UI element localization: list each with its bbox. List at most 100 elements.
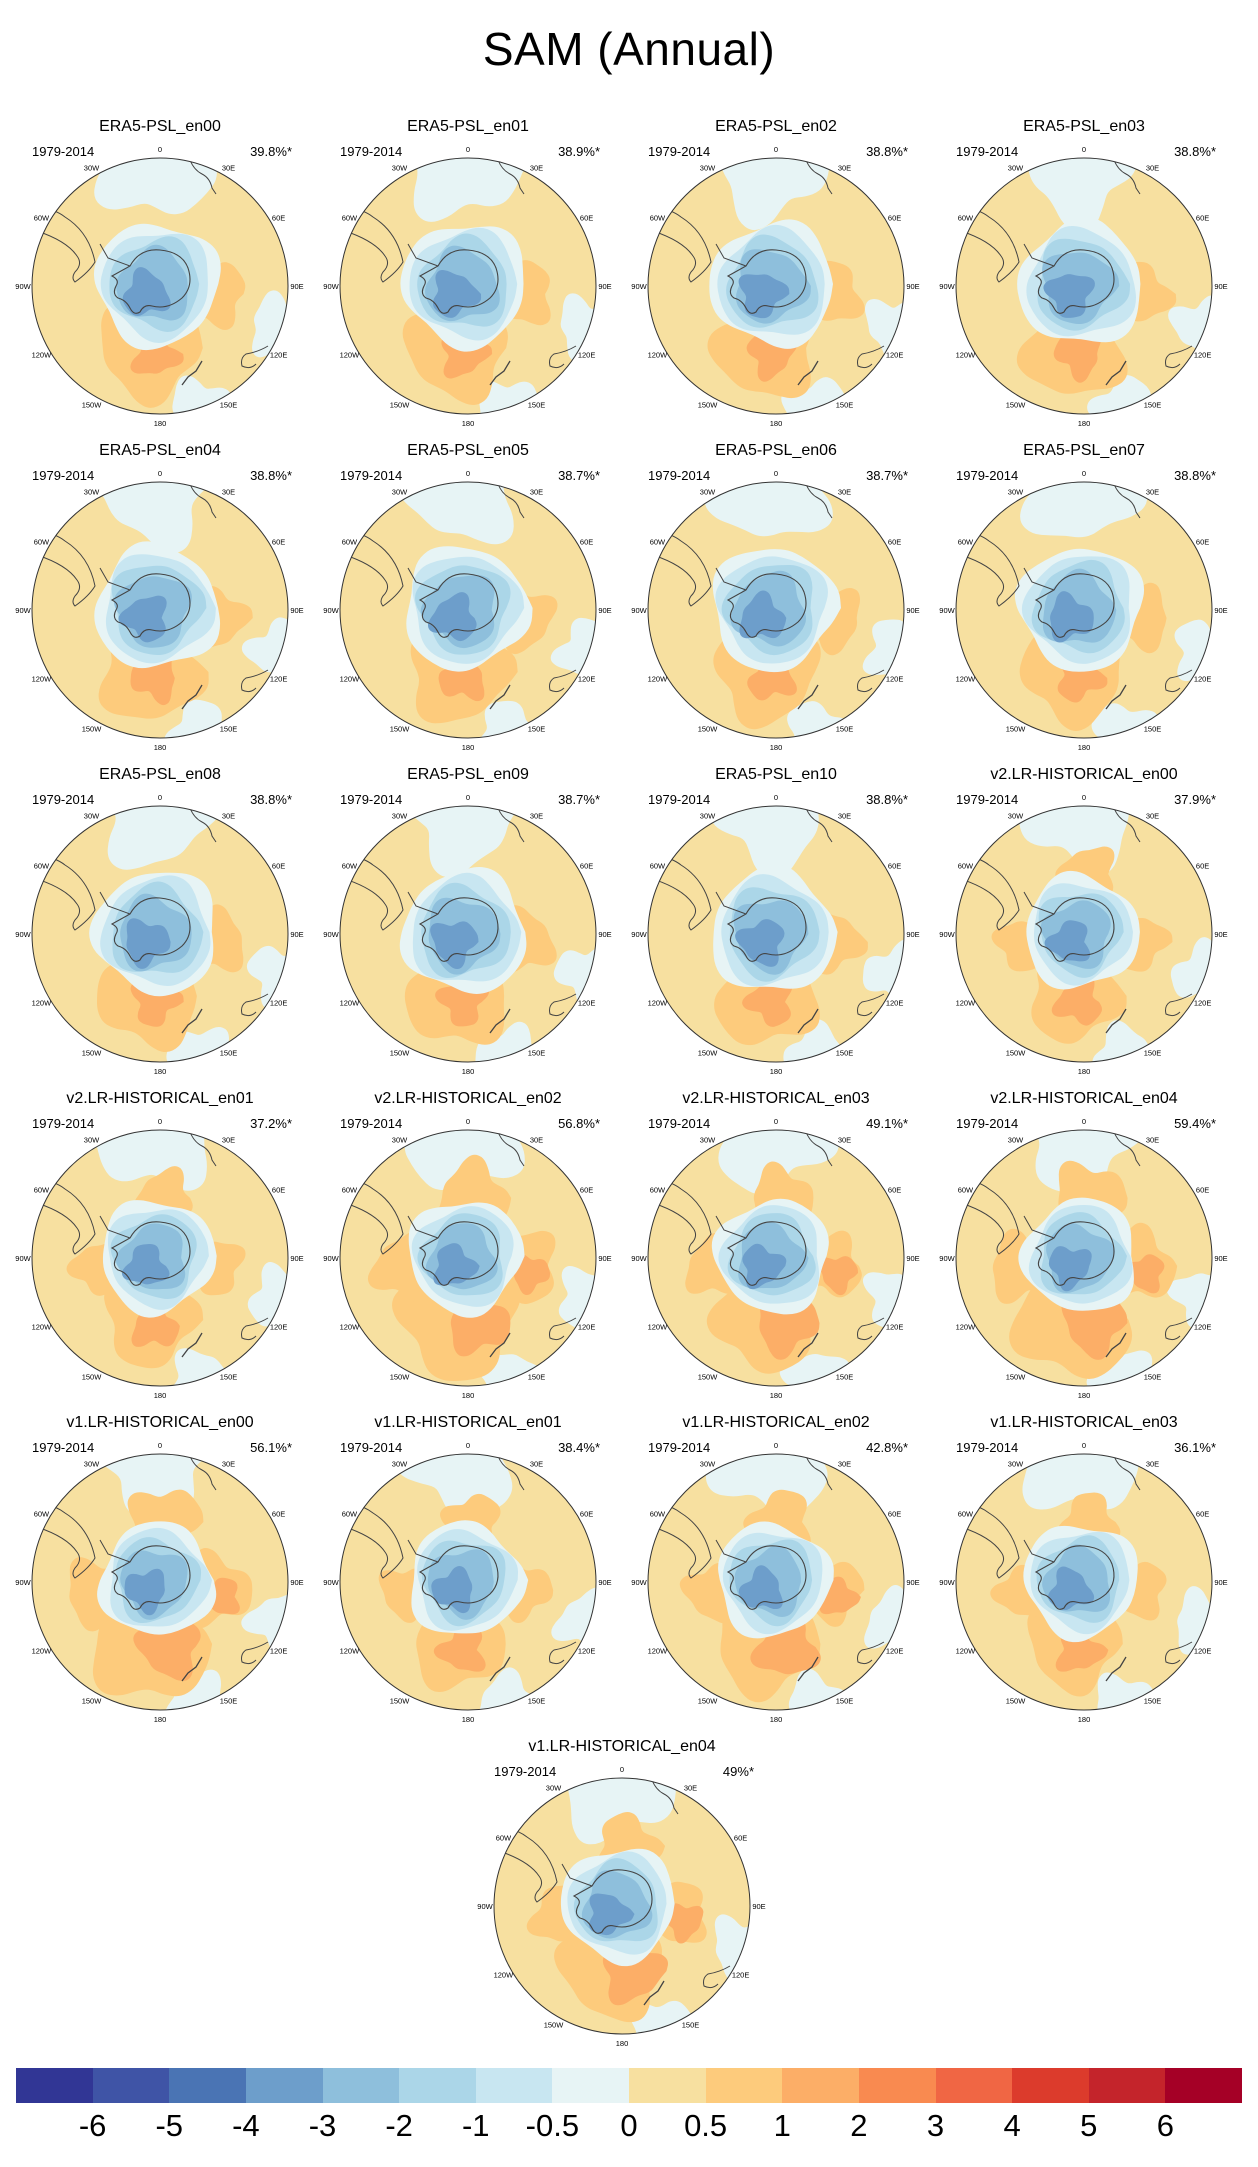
lon-label: 90W <box>15 1578 31 1587</box>
polar-stereographic-map: 0 30E 60E 90E 120E 150E 180 150W 120W 90W 60W 30W <box>15 145 303 428</box>
lon-label: 90E <box>906 930 919 939</box>
lon-label: 30W <box>1008 163 1024 172</box>
polar-stereographic-map: 0 30E 60E 90E 120E 150E 180 150W 120W 90W 60W 30W <box>939 145 1227 428</box>
panel-period: 1979-2014 <box>32 1116 95 1131</box>
lon-label: 30E <box>222 811 235 820</box>
lon-label: 90E <box>1214 606 1227 615</box>
lon-label: 90E <box>290 930 303 939</box>
antarctica-coastline <box>1034 573 1115 638</box>
lon-label: 120W <box>956 999 977 1008</box>
lon-label: 0 <box>774 793 778 802</box>
lon-label: 150E <box>682 2021 700 2030</box>
australia-coastline <box>857 1317 885 1341</box>
lon-label: 30E <box>222 163 235 172</box>
lon-label: 150E <box>220 1049 238 1058</box>
south-america-coastline <box>652 206 712 283</box>
panel-period: 1979-2014 <box>956 1116 1019 1131</box>
lon-label: 120E <box>270 1323 288 1332</box>
lon-label: 120W <box>32 999 53 1008</box>
lon-label: 60E <box>1196 1186 1209 1195</box>
map-panel: ERA5-PSL_en10 1979-2014 38.8%* 0 30E 60E 90E 12… <box>626 766 926 1086</box>
lon-label: 60E <box>888 862 901 871</box>
lon-label: 30W <box>700 1459 716 1468</box>
lon-label: 150E <box>528 1697 546 1706</box>
lon-label: 60E <box>1196 862 1209 871</box>
lon-label: 150E <box>836 1373 854 1382</box>
polar-stereographic-map: 0 30E 60E 90E 120E 150E 180 150W 120W 90W 60W 30W <box>323 145 611 428</box>
lon-label: 30E <box>838 163 851 172</box>
map-boundary <box>955 157 1213 415</box>
panel-period: 1979-2014 <box>648 792 711 807</box>
australia-coastline <box>241 669 269 693</box>
lon-label: 30W <box>84 1135 100 1144</box>
panel-variance-explained: 56.1%* <box>250 1440 292 1455</box>
lon-label: 30W <box>700 811 716 820</box>
south-america-coastline <box>344 530 404 607</box>
lon-label: 60W <box>958 538 974 547</box>
polar-stereographic-map: 0 30E 60E 90E 120E 150E 180 150W 120W 90W 60W 30W <box>939 1117 1227 1400</box>
lon-label: 150W <box>544 2021 565 2030</box>
lon-label: 120E <box>270 351 288 360</box>
lon-label: 30W <box>392 811 408 820</box>
australia-coastline <box>857 345 885 369</box>
lon-label: 90E <box>1214 1254 1227 1263</box>
australia-coastline <box>241 345 269 369</box>
lon-label: 60E <box>1196 538 1209 547</box>
colorbar-tick-label: -1 <box>461 2108 490 2143</box>
south-america-coastline <box>960 530 1020 607</box>
antarctica-coastline <box>418 249 499 314</box>
polar-stereographic-map: 0 30E 60E 90E 120E 150E 180 150W 120W 90W 60W 30W <box>15 469 303 752</box>
map-boundary <box>955 1453 1213 1711</box>
lon-label: 180 <box>154 743 167 752</box>
colorbar-segment <box>782 2068 859 2103</box>
panel-period: 1979-2014 <box>340 1440 403 1455</box>
lon-label: 120E <box>578 351 596 360</box>
lon-label: 120E <box>1194 351 1212 360</box>
lon-label: 90E <box>598 1254 611 1263</box>
lon-label: 120W <box>494 1971 515 1980</box>
lon-label: 90W <box>939 1578 955 1587</box>
map-boundary <box>339 1453 597 1711</box>
antarctica-coastline <box>726 573 807 638</box>
panel-variance-explained: 37.2%* <box>250 1116 292 1131</box>
polar-stereographic-map: 0 30E 60E 90E 120E 150E 180 150W 120W 90W 60W 30W <box>631 145 919 428</box>
map-panel: v1.LR-HISTORICAL_en04 1979-2014 49%* 0 30E 60… <box>472 1738 772 2058</box>
lon-label: 30E <box>1146 1135 1159 1144</box>
lon-label: 30W <box>84 163 100 172</box>
panel-period: 1979-2014 <box>340 468 403 483</box>
lon-label: 150E <box>836 1697 854 1706</box>
lon-label: 0 <box>466 469 470 478</box>
panel-variance-explained: 38.8%* <box>866 144 908 159</box>
map-panel: v1.LR-HISTORICAL_en01 1979-2014 38.4%* 0 30E… <box>318 1414 618 1734</box>
south-america-coastline <box>36 1502 96 1579</box>
new-zealand-coastline <box>181 1332 203 1358</box>
lon-label: 150E <box>220 1697 238 1706</box>
map-boundary <box>493 1777 751 2035</box>
lon-label: 150W <box>698 1697 719 1706</box>
lon-label: 0 <box>1082 145 1086 154</box>
panel-title: ERA5-PSL_en03 <box>1023 118 1145 135</box>
australia-coastline <box>1165 345 1193 369</box>
colorbar-segment <box>858 2068 936 2103</box>
colorbar-segment <box>169 2068 246 2103</box>
map-boundary <box>339 157 597 415</box>
lon-label: 150E <box>1144 1373 1162 1382</box>
panel-title: v1.LR-HISTORICAL_en04 <box>528 1738 716 1755</box>
colorbar-segment <box>322 2068 400 2103</box>
lon-label: 120W <box>648 999 669 1008</box>
lon-label: 0 <box>158 793 162 802</box>
lon-label: 60E <box>272 1510 285 1519</box>
lon-label: 30W <box>700 1135 716 1144</box>
colorbar-tick-label: -2 <box>385 2108 413 2143</box>
lon-label: 90W <box>15 1254 31 1263</box>
lon-label: 120W <box>648 1323 669 1332</box>
polar-stereographic-map: 0 30E 60E 90E 120E 150E 180 150W 120W 90W 60W 30W <box>631 1117 919 1400</box>
panel-period: 1979-2014 <box>32 144 95 159</box>
lon-label: 60W <box>496 1834 512 1843</box>
lon-label: 30E <box>530 163 543 172</box>
south-america-coastline <box>652 854 712 931</box>
lon-label: 120W <box>340 1323 361 1332</box>
lon-label: 60W <box>650 538 666 547</box>
map-panel: ERA5-PSL_en07 1979-2014 38.8%* 0 30E 60E 90E 12… <box>934 442 1234 762</box>
lon-label: 120E <box>270 675 288 684</box>
